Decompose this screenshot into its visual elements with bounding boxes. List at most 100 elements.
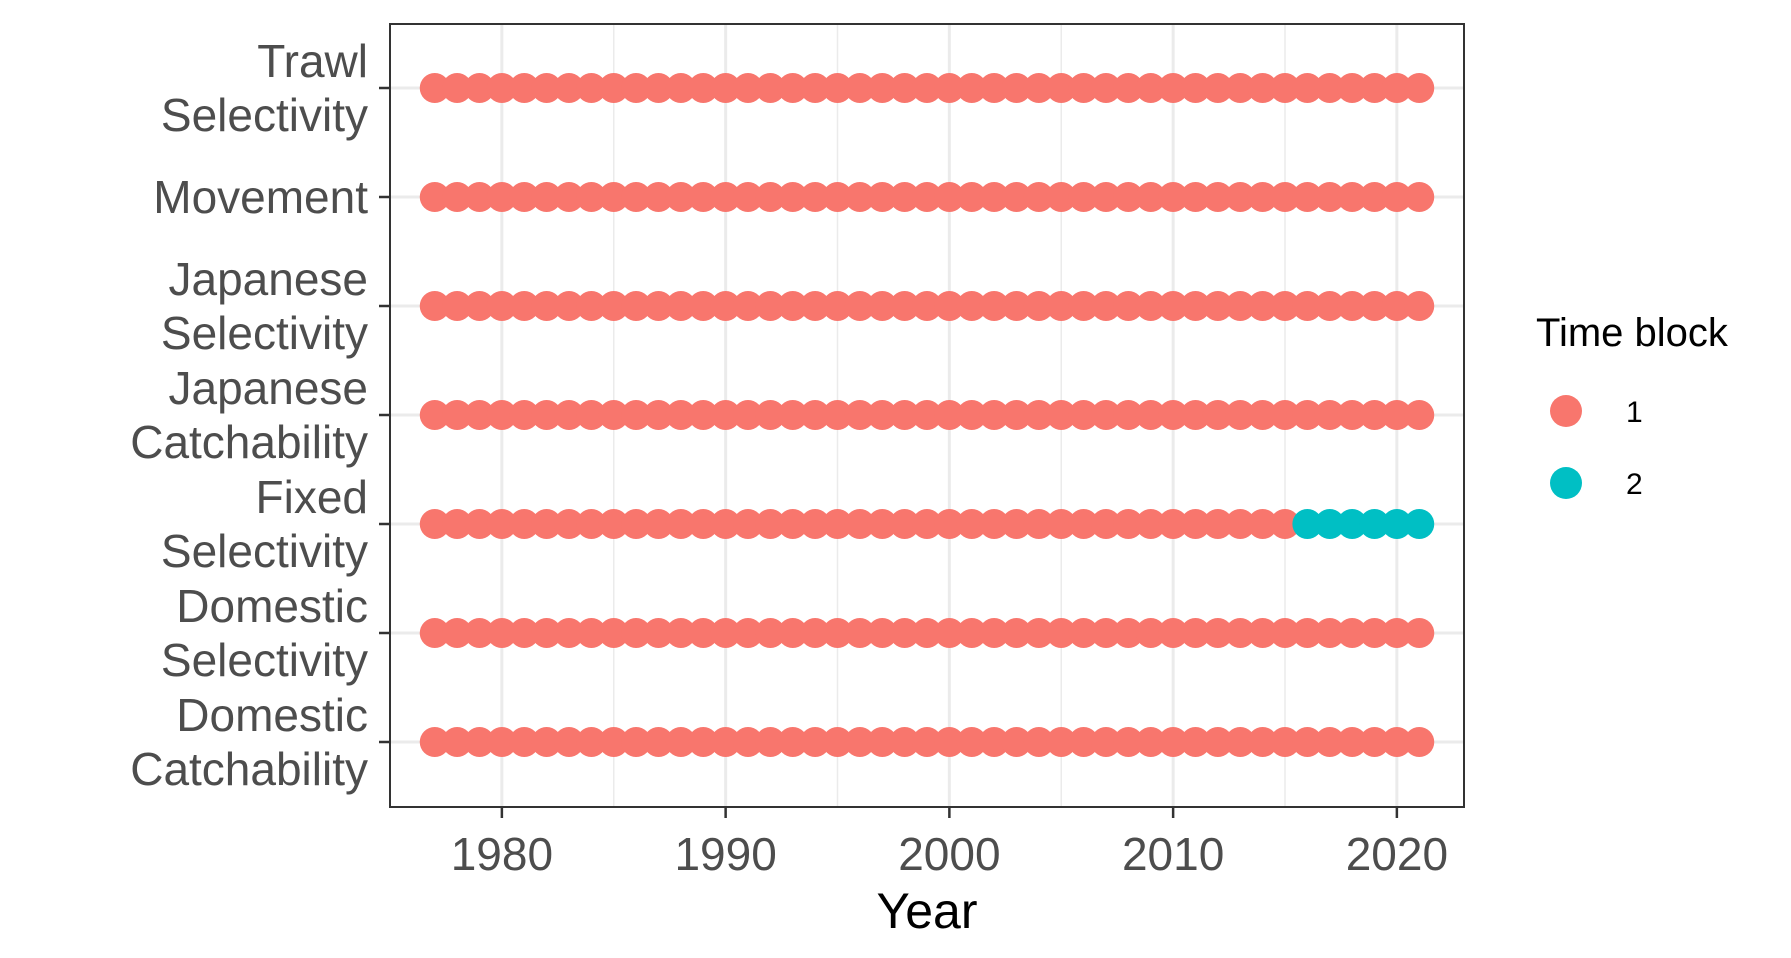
data-point xyxy=(419,182,450,212)
data-point xyxy=(1113,73,1144,103)
data-point xyxy=(419,291,450,321)
data-point xyxy=(979,727,1010,757)
data-point xyxy=(1404,291,1435,321)
data-point xyxy=(1225,291,1256,321)
data-point xyxy=(1180,727,1211,757)
data-point xyxy=(1023,73,1054,103)
data-point xyxy=(1359,182,1390,212)
data-point xyxy=(576,727,607,757)
data-point xyxy=(1091,509,1121,539)
data-point xyxy=(710,400,741,430)
data-point xyxy=(1001,291,1032,321)
data-point xyxy=(1404,727,1435,757)
data-point xyxy=(1068,73,1099,103)
data-point xyxy=(1247,73,1278,103)
data-point xyxy=(576,618,607,648)
data-point xyxy=(822,618,853,648)
data-point xyxy=(554,400,584,430)
data-point xyxy=(800,727,831,757)
data-point xyxy=(1225,618,1256,648)
data-point xyxy=(777,182,808,212)
data-point xyxy=(844,618,875,648)
y-tick-label: Trawl xyxy=(257,35,368,87)
data-point xyxy=(912,182,942,212)
data-point xyxy=(733,182,763,212)
data-point xyxy=(509,291,540,321)
data-point xyxy=(956,291,987,321)
data-point xyxy=(800,73,831,103)
data-point xyxy=(509,182,540,212)
data-point xyxy=(1404,182,1435,212)
data-point xyxy=(1158,73,1189,103)
data-point xyxy=(1225,73,1256,103)
data-point xyxy=(554,727,584,757)
data-point xyxy=(688,727,719,757)
data-point xyxy=(442,727,473,757)
legend-key xyxy=(1550,395,1582,427)
data-point xyxy=(822,400,853,430)
data-point xyxy=(889,291,920,321)
data-point xyxy=(688,73,719,103)
data-point xyxy=(800,182,831,212)
data-point xyxy=(1091,727,1121,757)
data-point xyxy=(1180,400,1211,430)
data-point xyxy=(464,400,495,430)
data-point xyxy=(1135,182,1166,212)
data-point xyxy=(1381,727,1412,757)
data-point xyxy=(464,727,495,757)
data-point xyxy=(1381,400,1412,430)
data-point xyxy=(1225,182,1256,212)
legend-key xyxy=(1550,467,1582,499)
data-point xyxy=(486,291,517,321)
y-tick-label: Selectivity xyxy=(161,525,368,577)
data-point xyxy=(1158,509,1189,539)
data-point xyxy=(1337,509,1368,539)
data-point xyxy=(1091,618,1121,648)
data-point xyxy=(979,291,1010,321)
data-point xyxy=(1225,509,1256,539)
legend-label: 1 xyxy=(1626,396,1643,429)
data-point xyxy=(464,73,495,103)
data-point xyxy=(643,727,674,757)
data-point xyxy=(598,291,629,321)
data-point xyxy=(822,182,853,212)
data-point xyxy=(912,400,942,430)
data-point xyxy=(1292,73,1323,103)
data-point xyxy=(598,182,629,212)
y-axis: DomesticCatchabilityDomesticSelectivityF… xyxy=(130,35,390,795)
data-point xyxy=(1023,291,1054,321)
data-point xyxy=(643,618,674,648)
data-point xyxy=(442,618,473,648)
data-point xyxy=(1001,400,1032,430)
data-point xyxy=(1023,509,1054,539)
data-point xyxy=(1247,400,1278,430)
data-point xyxy=(419,509,450,539)
y-tick-label: Fixed xyxy=(256,471,368,523)
data-point xyxy=(822,727,853,757)
data-point xyxy=(867,618,898,648)
data-point xyxy=(1023,182,1054,212)
data-point xyxy=(621,618,652,648)
data-point xyxy=(1046,618,1077,648)
data-point xyxy=(733,509,763,539)
data-point xyxy=(1001,727,1032,757)
data-point xyxy=(1292,182,1323,212)
data-point xyxy=(755,73,786,103)
data-point xyxy=(1359,727,1390,757)
data-point xyxy=(1314,291,1345,321)
data-point xyxy=(1359,618,1390,648)
data-point xyxy=(1091,400,1121,430)
data-point xyxy=(710,291,741,321)
data-point xyxy=(1113,509,1144,539)
data-point xyxy=(912,727,942,757)
data-point xyxy=(1023,618,1054,648)
data-point xyxy=(1068,400,1099,430)
data-point xyxy=(665,73,696,103)
data-point xyxy=(688,291,719,321)
data-point xyxy=(1202,291,1233,321)
data-point xyxy=(643,400,674,430)
data-point xyxy=(1270,618,1300,648)
data-point xyxy=(531,73,562,103)
data-point xyxy=(956,618,987,648)
data-point xyxy=(733,727,763,757)
